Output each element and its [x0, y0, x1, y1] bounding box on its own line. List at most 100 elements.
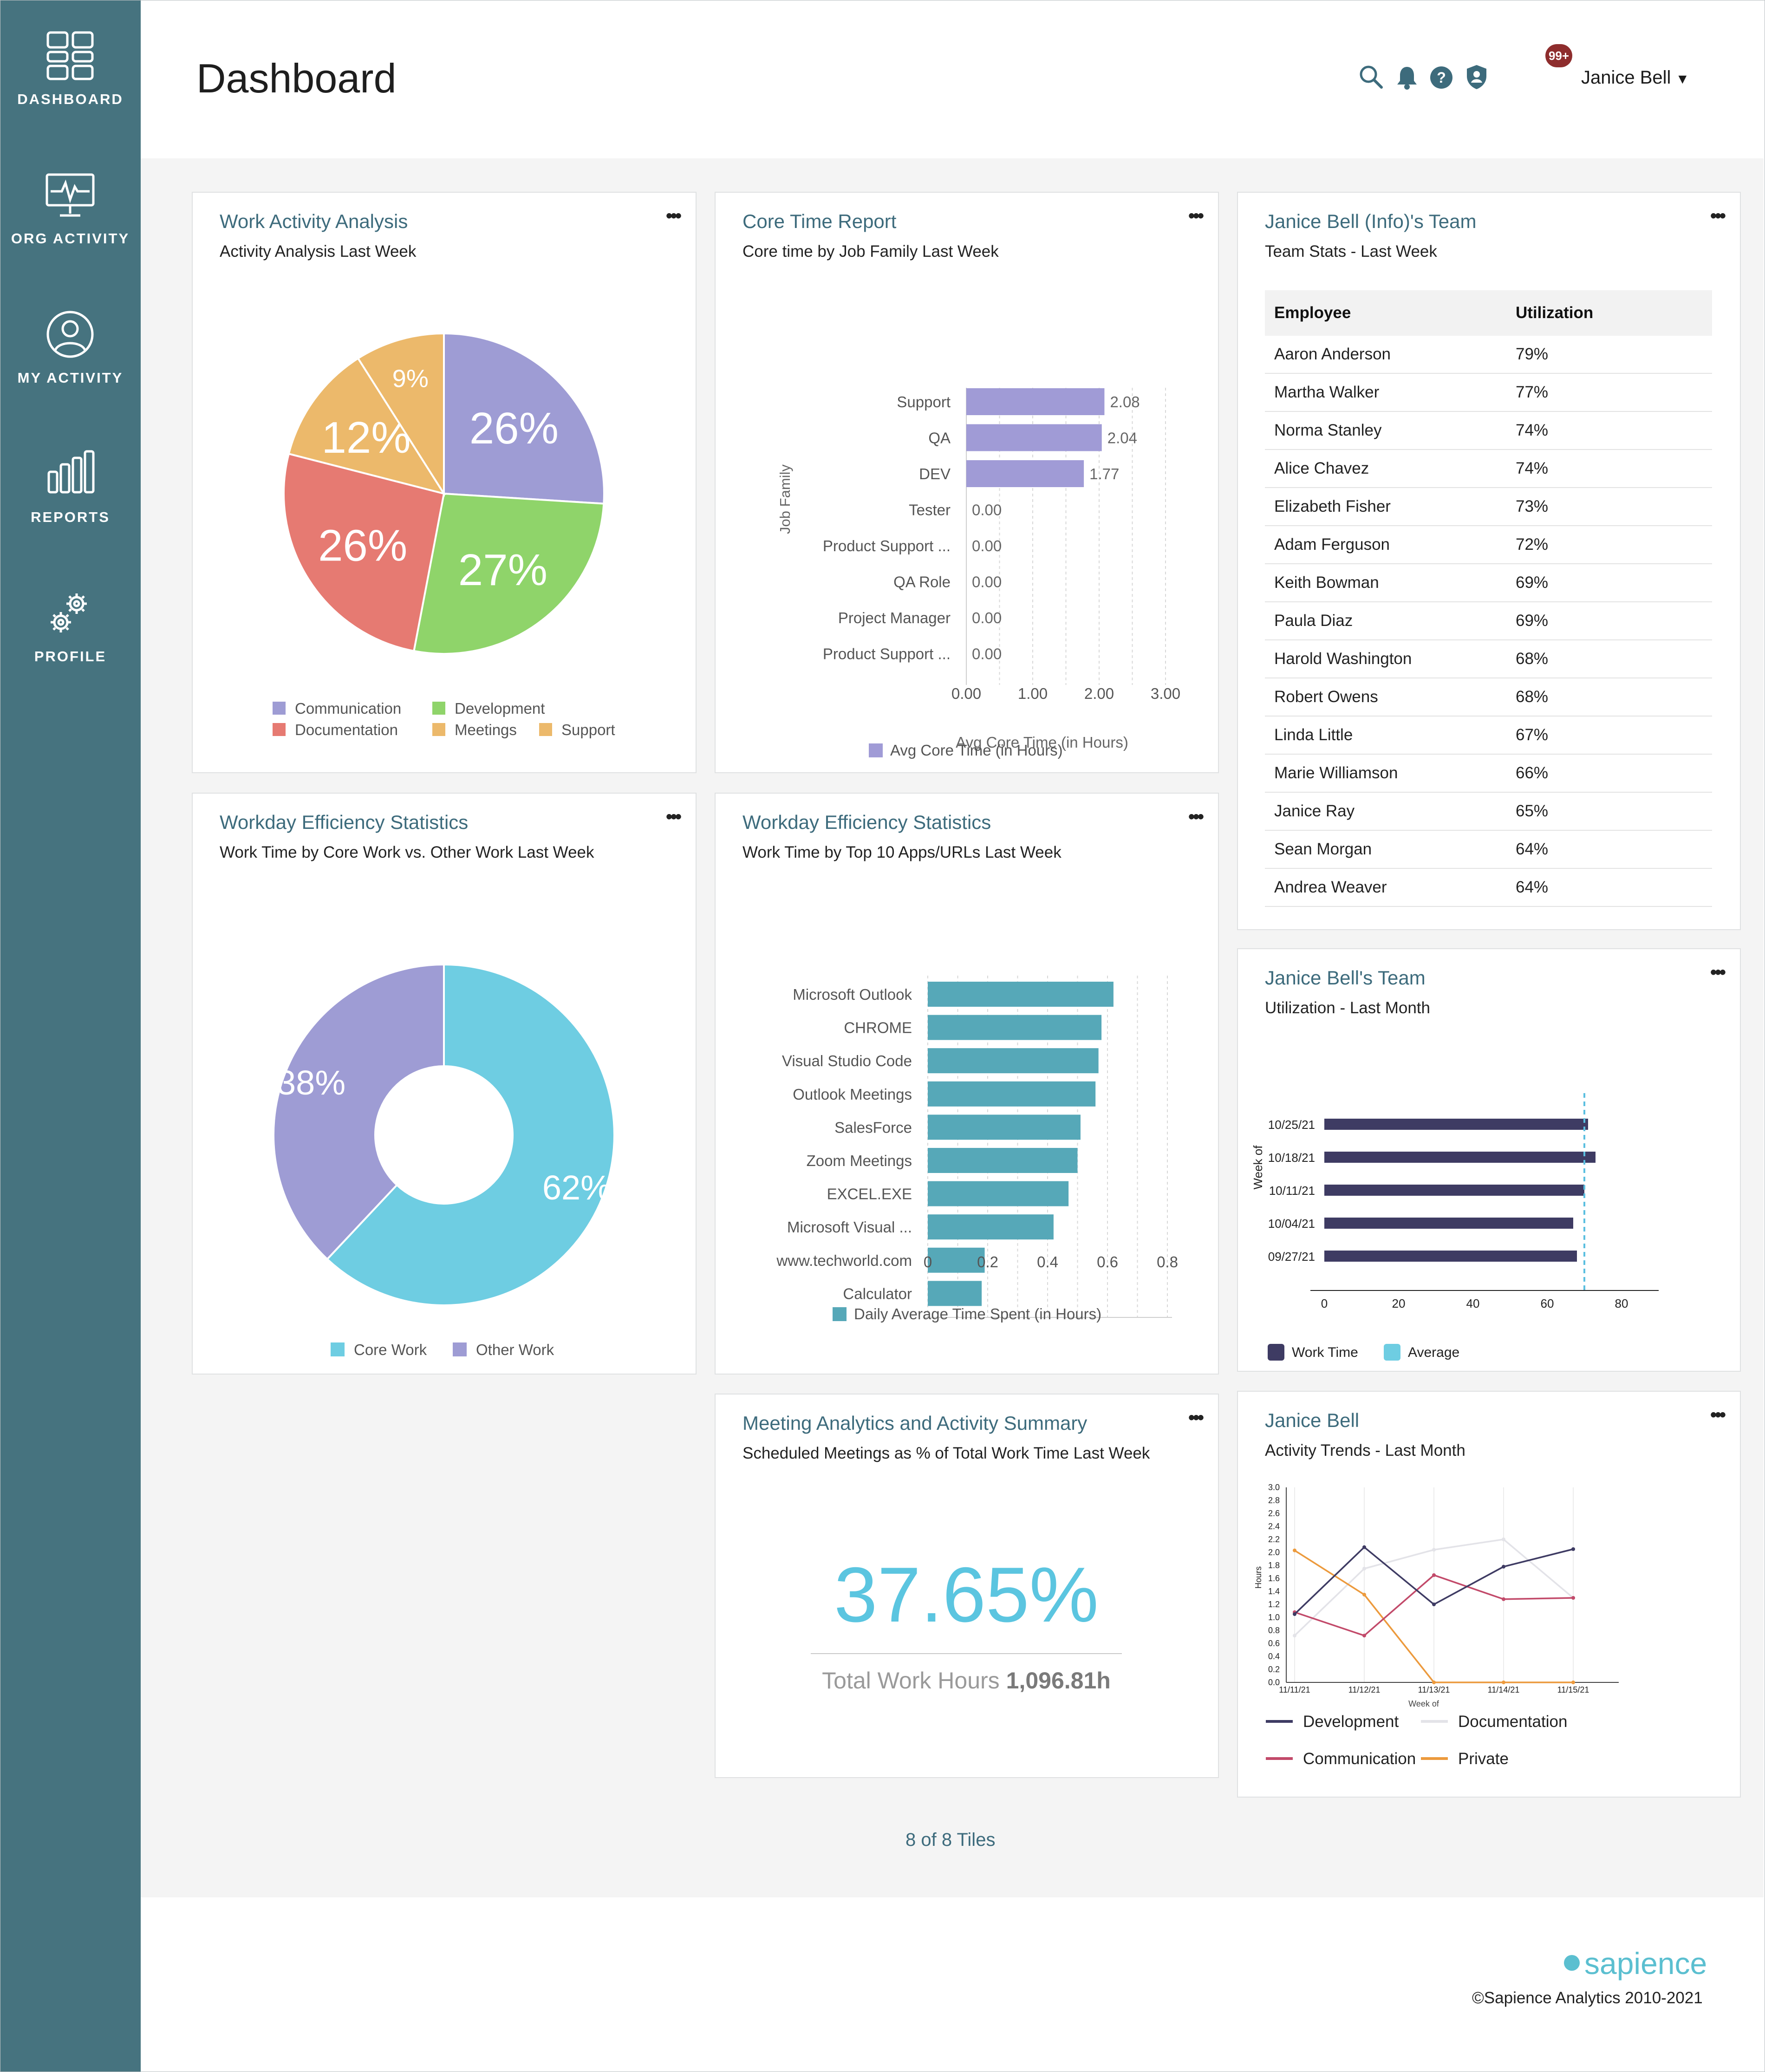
- table-row[interactable]: Keith Bowman 69%: [1265, 564, 1712, 602]
- legend-label: Avg Core Time (in Hours): [890, 742, 1063, 759]
- category-label: QA: [928, 430, 951, 447]
- utilization-cell: 77%: [1506, 373, 1712, 412]
- employee-name-cell: Andrea Weaver: [1265, 868, 1506, 907]
- y-axis-label: Job Family: [777, 464, 793, 534]
- table-row[interactable]: Janice Ray 65%: [1265, 792, 1712, 831]
- legend-label: Daily Average Time Spent (in Hours): [854, 1305, 1101, 1323]
- employee-name-cell: Martha Walker: [1265, 373, 1506, 412]
- employee-name-cell: Paula Diaz: [1265, 602, 1506, 640]
- column-header-employee[interactable]: Employee: [1265, 290, 1506, 336]
- legend-label: Private: [1458, 1750, 1509, 1768]
- bar: [1324, 1152, 1596, 1163]
- tile-title: Meeting Analytics and Activity Summary: [742, 1412, 1088, 1434]
- table-row[interactable]: Andrea Weaver 64%: [1265, 868, 1712, 907]
- data-point: [1432, 1573, 1436, 1577]
- x-tick-label: 11/13/21: [1418, 1685, 1450, 1694]
- column-header-utilization[interactable]: Utilization: [1506, 290, 1712, 336]
- legend-swatch: [833, 1307, 847, 1321]
- utilization-cell: 67%: [1506, 716, 1712, 755]
- dashboard-grid-icon: [46, 31, 94, 80]
- pie-slice-documentation: [283, 452, 445, 652]
- more-options-icon[interactable]: •••: [665, 807, 682, 827]
- more-options-icon[interactable]: •••: [1188, 1407, 1204, 1428]
- tile-subtitle: Utilization - Last Month: [1265, 999, 1430, 1017]
- monitor-pulse-icon: [46, 173, 95, 217]
- sidebar-item-dashboard[interactable]: DASHBOARD: [0, 28, 141, 149]
- category-label: Product Support ...: [823, 645, 951, 663]
- x-tick-label: 20: [1392, 1297, 1406, 1310]
- data-label: 0.00: [972, 502, 1002, 519]
- utilization-cell: 65%: [1506, 792, 1712, 831]
- bar: [966, 424, 1102, 451]
- more-options-icon[interactable]: •••: [1188, 807, 1204, 827]
- table-row[interactable]: Robert Owens 68%: [1265, 678, 1712, 717]
- y-tick-label: 0.0: [1268, 1678, 1280, 1687]
- employee-name-cell: Elizabeth Fisher: [1265, 488, 1506, 526]
- pie-slice-label: 26%: [318, 521, 407, 571]
- core-work-donut-chart: 62% 38% Core Work Other Work: [273, 963, 615, 1358]
- tile-subtitle: Activity Trends - Last Month: [1265, 1441, 1465, 1460]
- core-time-bar-chart: Support 2.08 QA 2.04 DEV 1.77 Tester 0.00 Produc…: [777, 388, 1180, 759]
- data-point: [1571, 1547, 1575, 1551]
- x-tick-label: 11/15/21: [1557, 1685, 1589, 1694]
- x-axis-label: Week of: [1408, 1699, 1439, 1708]
- data-point: [1293, 1548, 1296, 1552]
- sidebar-item-org-activity[interactable]: ORG ACTIVITY: [0, 167, 141, 288]
- bar: [1324, 1185, 1584, 1196]
- data-point: [1571, 1596, 1575, 1600]
- data-label: 0.00: [972, 645, 1002, 663]
- tile-title: Workday Efficiency Statistics: [742, 811, 991, 833]
- more-options-icon[interactable]: •••: [1710, 206, 1726, 226]
- shield-user-icon[interactable]: [1464, 63, 1489, 91]
- employee-name-cell: Norma Stanley: [1265, 411, 1506, 450]
- legend-swatch: [1384, 1344, 1400, 1361]
- data-point: [1502, 1538, 1505, 1541]
- table-row[interactable]: Alice Chavez 74%: [1265, 450, 1712, 488]
- bar: [928, 1281, 982, 1306]
- user-circle-icon: [46, 311, 94, 358]
- x-tick-label: 11/12/21: [1348, 1685, 1381, 1694]
- table-row[interactable]: Adam Ferguson 72%: [1265, 526, 1712, 564]
- table-row[interactable]: Harold Washington 68%: [1265, 640, 1712, 678]
- tile-subtitle: Scheduled Meetings as % of Total Work Ti…: [742, 1444, 1150, 1462]
- data-label: 0.00: [972, 609, 1002, 626]
- table-row[interactable]: Marie Williamson 66%: [1265, 754, 1712, 793]
- bell-icon[interactable]: [1394, 64, 1420, 90]
- utilization-cell: 66%: [1506, 754, 1712, 793]
- help-icon[interactable]: ?: [1429, 65, 1454, 90]
- table-row[interactable]: Sean Morgan 64%: [1265, 830, 1712, 869]
- more-options-icon[interactable]: •••: [1710, 1405, 1726, 1425]
- search-icon[interactable]: [1358, 64, 1384, 90]
- more-options-icon[interactable]: •••: [665, 206, 682, 226]
- table-header-row: Employee Utilization: [1265, 290, 1712, 336]
- table-row[interactable]: Linda Little 67%: [1265, 716, 1712, 755]
- more-options-icon[interactable]: •••: [1188, 206, 1204, 226]
- table-row[interactable]: Aaron Anderson 79%: [1265, 336, 1712, 374]
- table-row[interactable]: Paula Diaz 69%: [1265, 602, 1712, 640]
- sidebar-item-reports[interactable]: REPORTS: [0, 446, 141, 567]
- y-tick-label: 1.4: [1268, 1587, 1280, 1596]
- utilization-bar-chart: 10/25/21 10/18/21 10/11/21 10/04/21 09/27/21…: [1251, 1093, 1659, 1361]
- data-label: 0.00: [972, 573, 1002, 591]
- tile-efficiency-apps: Workday Efficiency Statistics Work Time …: [715, 793, 1219, 1375]
- tile-work-activity: Work Activity Analysis Activity Analysis…: [192, 192, 697, 773]
- legend-swatch: [869, 743, 883, 757]
- bar: [1324, 1218, 1573, 1229]
- table-row[interactable]: Martha Walker 77%: [1265, 373, 1712, 412]
- tile-activity-trends: Janice Bell Activity Trends - Last Month…: [1237, 1391, 1741, 1798]
- y-tick-label: 2.2: [1268, 1535, 1280, 1544]
- sidebar-item-my-activity[interactable]: MY ACTIVITY: [0, 306, 141, 427]
- y-tick-label: 2.4: [1268, 1522, 1280, 1531]
- bar: [928, 1048, 1099, 1074]
- sidebar-item-profile[interactable]: PROFILE: [0, 585, 141, 706]
- utilization-cell: 69%: [1506, 602, 1712, 640]
- table-row[interactable]: Norma Stanley 74%: [1265, 411, 1712, 450]
- table-row[interactable]: Elizabeth Fisher 73%: [1265, 488, 1712, 526]
- utilization-cell: 64%: [1506, 830, 1712, 869]
- tile-subtitle: Work Time by Top 10 Apps/URLs Last Week: [742, 843, 1062, 861]
- legend-label: Communication: [1303, 1750, 1416, 1768]
- more-options-icon[interactable]: •••: [1710, 962, 1726, 983]
- data-point: [1432, 1681, 1436, 1684]
- x-tick-label: 2.00: [1084, 685, 1114, 702]
- user-menu[interactable]: Janice Bell ▼: [1581, 67, 1689, 88]
